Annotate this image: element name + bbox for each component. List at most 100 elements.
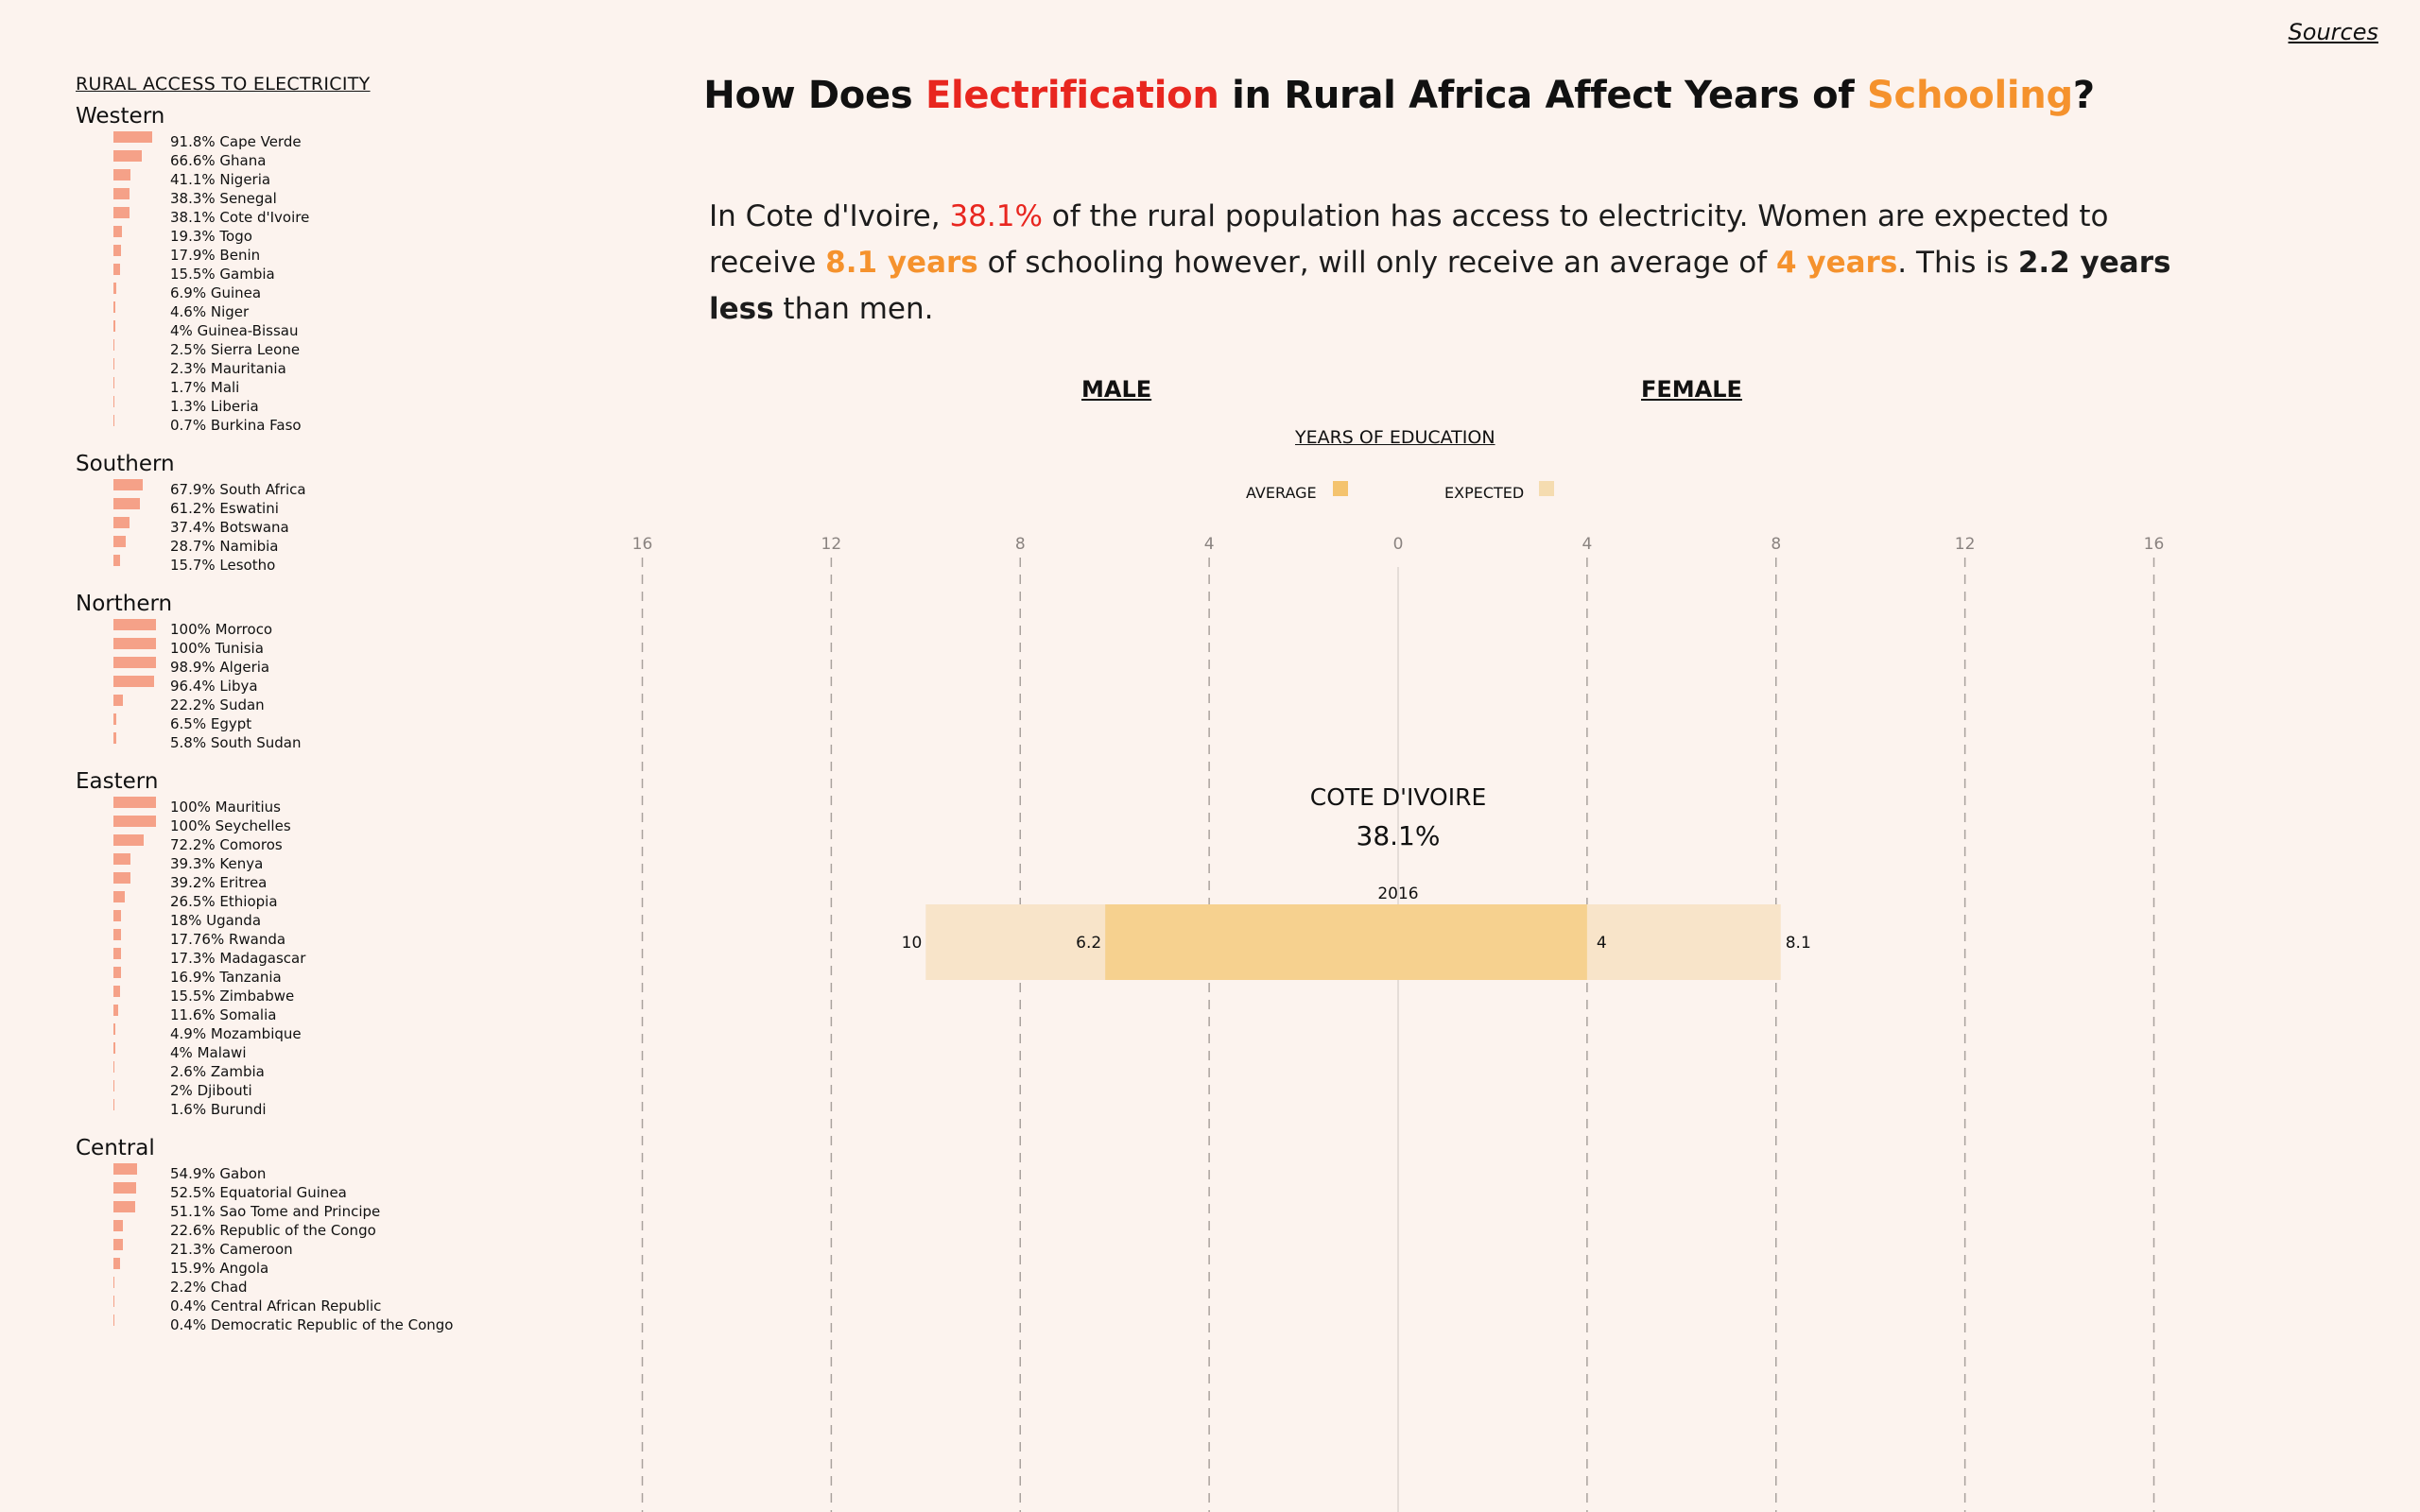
country-label: 11.6% Somalia <box>170 1006 277 1023</box>
country-row[interactable]: 15.9% Angola <box>76 1257 567 1276</box>
country-row[interactable]: 11.6% Somalia <box>76 1004 567 1022</box>
country-row[interactable]: 39.3% Kenya <box>76 852 567 871</box>
country-label: 52.5% Equatorial Guinea <box>170 1184 347 1201</box>
country-row[interactable]: 15.5% Gambia <box>76 263 567 282</box>
country-row[interactable]: 66.6% Ghana <box>76 149 567 168</box>
country-row[interactable]: 100% Morroco <box>76 618 567 637</box>
x-tick-label: 12 <box>821 535 842 554</box>
country-row[interactable]: 1.7% Mali <box>76 376 567 395</box>
country-row[interactable]: 0.7% Burkina Faso <box>76 414 567 433</box>
country-row[interactable]: 16.9% Tanzania <box>76 966 567 985</box>
country-bar <box>113 415 114 426</box>
country-label: 67.9% South Africa <box>170 481 306 498</box>
country-row[interactable]: 67.9% South Africa <box>76 478 567 497</box>
country-row[interactable]: 0.4% Central African Republic <box>76 1295 567 1314</box>
country-row[interactable]: 91.8% Cape Verde <box>76 130 567 149</box>
country-row[interactable]: 21.3% Cameroon <box>76 1238 567 1257</box>
female-label: FEMALE <box>1641 376 1742 403</box>
sources-link[interactable]: Sources <box>2288 19 2378 45</box>
male-label: MALE <box>1081 376 1152 403</box>
country-row[interactable]: 17.76% Rwanda <box>76 928 567 947</box>
country-label: 15.5% Gambia <box>170 266 275 283</box>
country-bar <box>113 967 121 978</box>
country-row[interactable]: 22.6% Republic of the Congo <box>76 1219 567 1238</box>
country-row[interactable]: 72.2% Comoros <box>76 833 567 852</box>
country-bar <box>113 619 156 630</box>
country-row[interactable]: 51.1% Sao Tome and Principe <box>76 1200 567 1219</box>
country-row[interactable]: 2.5% Sierra Leone <box>76 338 567 357</box>
country-row[interactable]: 15.7% Lesotho <box>76 554 567 573</box>
country-bar <box>113 1023 116 1035</box>
country-label: 38.3% Senegal <box>170 190 277 207</box>
country-row[interactable]: 19.3% Togo <box>76 225 567 244</box>
country-row[interactable]: 15.5% Zimbabwe <box>76 985 567 1004</box>
country-row[interactable]: 17.3% Madagascar <box>76 947 567 966</box>
country-row[interactable]: 2.6% Zambia <box>76 1060 567 1079</box>
country-row[interactable]: 28.7% Namibia <box>76 535 567 554</box>
country-row[interactable]: 2.2% Chad <box>76 1276 567 1295</box>
country-row[interactable]: 38.3% Senegal <box>76 187 567 206</box>
summary-gap: 2.2 years less <box>709 246 2171 326</box>
country-row[interactable]: 26.5% Ethiopia <box>76 890 567 909</box>
country-row[interactable]: 5.8% South Sudan <box>76 731 567 750</box>
country-row[interactable]: 54.9% Gabon <box>76 1162 567 1181</box>
country-row[interactable]: 1.3% Liberia <box>76 395 567 414</box>
country-label: 96.4% Libya <box>170 678 258 695</box>
country-label: 54.9% Gabon <box>170 1165 267 1182</box>
country-label: 6.9% Guinea <box>170 284 262 301</box>
country-label: 100% Tunisia <box>170 640 264 657</box>
country-row[interactable]: 2% Djibouti <box>76 1079 567 1098</box>
x-tick-label: 8 <box>1771 535 1781 554</box>
country-label: 72.2% Comoros <box>170 836 283 853</box>
country-bar <box>113 713 116 725</box>
country-bar <box>113 320 115 332</box>
country-row[interactable]: 4.6% Niger <box>76 301 567 319</box>
country-bar <box>113 929 121 940</box>
country-label: 0.4% Central African Republic <box>170 1297 382 1314</box>
country-label: 2.6% Zambia <box>170 1063 265 1080</box>
country-row[interactable]: 100% Tunisia <box>76 637 567 656</box>
country-row[interactable]: 61.2% Eswatini <box>76 497 567 516</box>
region-name: Northern <box>76 592 173 616</box>
country-row[interactable]: 39.2% Eritrea <box>76 871 567 890</box>
x-tick-label: 12 <box>1955 535 1976 554</box>
region-eastern: Eastern 100% Mauritius 100% Seychelles 72.2… <box>76 767 567 1117</box>
country-bar <box>113 676 155 687</box>
country-row[interactable]: 0.4% Democratic Republic of the Congo <box>76 1314 567 1332</box>
summary-text: In Cote d'Ivoire, 38.1% of the rural pop… <box>709 194 2184 333</box>
country-row[interactable]: 6.9% Guinea <box>76 282 567 301</box>
country-row[interactable]: 52.5% Equatorial Guinea <box>76 1181 567 1200</box>
title-schooling: Schooling <box>1867 74 2073 117</box>
country-row[interactable]: 2.3% Mauritania <box>76 357 567 376</box>
country-bar <box>113 301 116 313</box>
country-row[interactable]: 37.4% Botswana <box>76 516 567 535</box>
country-label: 15.7% Lesotho <box>170 557 276 574</box>
country-row[interactable]: 4% Malawi <box>76 1041 567 1060</box>
legend-expected-label: EXPECTED <box>1444 484 1525 502</box>
country-row[interactable]: 4% Guinea-Bissau <box>76 319 567 338</box>
country-row[interactable]: 38.1% Cote d'Ivoire <box>76 206 567 225</box>
country-label: 16.9% Tanzania <box>170 969 282 986</box>
country-row[interactable]: 100% Mauritius <box>76 796 567 815</box>
country-label: 1.3% Liberia <box>170 398 259 415</box>
country-row[interactable]: 96.4% Libya <box>76 675 567 694</box>
title-part-1: How Does <box>703 74 925 117</box>
country-label: 66.6% Ghana <box>170 152 267 169</box>
sidebar-title: RURAL ACCESS TO ELECTRICITY <box>76 74 371 94</box>
country-row[interactable]: 100% Seychelles <box>76 815 567 833</box>
country-bar <box>113 834 145 846</box>
country-row[interactable]: 98.9% Algeria <box>76 656 567 675</box>
country-label: 26.5% Ethiopia <box>170 893 278 910</box>
country-row[interactable]: 17.9% Benin <box>76 244 567 263</box>
country-row[interactable]: 22.2% Sudan <box>76 694 567 713</box>
country-bar <box>113 188 130 199</box>
country-row[interactable]: 4.9% Mozambique <box>76 1022 567 1041</box>
country-row[interactable]: 41.1% Nigeria <box>76 168 567 187</box>
country-row[interactable]: 1.6% Burundi <box>76 1098 567 1117</box>
year-label: 2016 <box>1377 885 1418 903</box>
country-bar <box>113 283 117 294</box>
country-row[interactable]: 6.5% Egypt <box>76 713 567 731</box>
country-label: 51.1% Sao Tome and Principe <box>170 1203 381 1220</box>
country-row[interactable]: 18% Uganda <box>76 909 567 928</box>
